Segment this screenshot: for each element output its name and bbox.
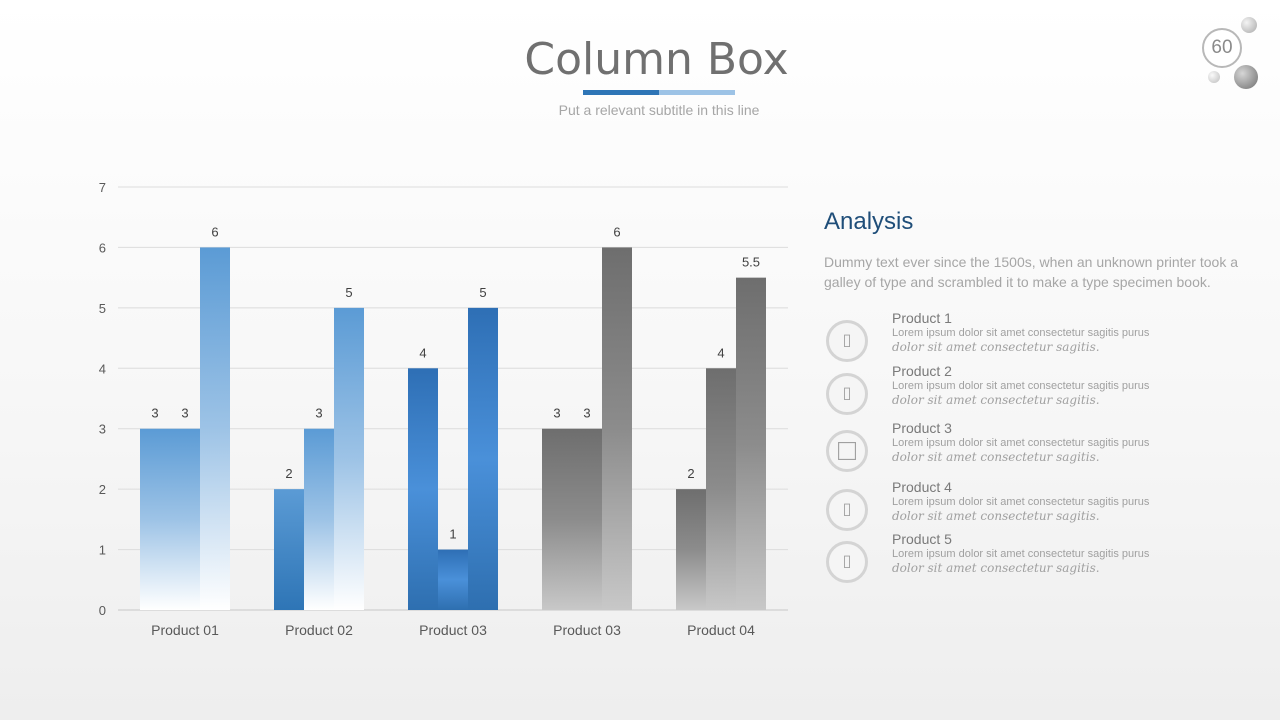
- data-label: 3: [151, 406, 158, 421]
- y-tick-label: 7: [99, 180, 106, 195]
- bar: [438, 549, 468, 610]
- data-label: 3: [181, 406, 188, 421]
- title-underline-light: [659, 90, 735, 95]
- y-tick-label: 6: [99, 240, 106, 255]
- y-axis-ticks: 0 1 2 3 4 5 6 7: [99, 180, 106, 618]
- decor-bubble: [1241, 17, 1257, 33]
- data-label: 4: [717, 345, 724, 360]
- page-number-badge: 60: [1196, 16, 1268, 92]
- product-description: Lorem ipsum dolor sit amet consectetur s…: [892, 327, 1150, 354]
- bar: [170, 428, 200, 610]
- data-label: 1: [449, 527, 456, 542]
- bar: [572, 428, 602, 610]
- product-item: ▯ Product 1 Lorem ipsum dolor sit amet c…: [826, 310, 1246, 372]
- data-label: 3: [583, 406, 590, 421]
- product-name: Product 2: [892, 363, 952, 379]
- data-labels: 3 3 6 2 3 5 4 1 5 3 3 6 2 4 5.5: [151, 224, 760, 541]
- y-tick-label: 3: [99, 422, 106, 437]
- title-underline: [583, 90, 735, 95]
- data-label: 6: [613, 224, 620, 239]
- bar: [274, 489, 304, 610]
- product-description: Lorem ipsum dolor sit amet consectetur s…: [892, 380, 1150, 407]
- page-title: Column Box: [524, 34, 789, 85]
- analysis-heading: Analysis: [824, 208, 914, 235]
- product-name: Product 3: [892, 420, 952, 436]
- data-label: 5: [345, 285, 352, 300]
- x-tick-label: Product 02: [285, 622, 353, 638]
- data-label: 5.5: [742, 255, 760, 270]
- x-tick-label: Product 03: [419, 622, 487, 638]
- placeholder-icon: ▯: [826, 373, 868, 415]
- product-description: Lorem ipsum dolor sit amet consectetur s…: [892, 548, 1150, 575]
- bar: [736, 277, 766, 610]
- product-name: Product 1: [892, 310, 952, 326]
- y-tick-label: 2: [99, 482, 106, 497]
- square-icon: □: [826, 430, 868, 472]
- data-label: 5: [479, 285, 486, 300]
- bar: [408, 368, 438, 610]
- x-tick-label: Product 03: [553, 622, 621, 638]
- page-subtitle: Put a relevant subtitle in this line: [558, 102, 760, 118]
- bar: [706, 368, 736, 610]
- y-tick-label: 4: [99, 361, 106, 376]
- placeholder-icon: ▯: [826, 489, 868, 531]
- data-label: 3: [315, 406, 322, 421]
- bar: [200, 247, 230, 610]
- data-label: 2: [285, 466, 292, 481]
- product-item: ▯ Product 2 Lorem ipsum dolor sit amet c…: [826, 363, 1246, 425]
- title-underline-dark: [583, 90, 659, 95]
- product-item: ▯ Product 4 Lorem ipsum dolor sit amet c…: [826, 479, 1246, 541]
- product-name: Product 4: [892, 479, 952, 495]
- product-description: Lorem ipsum dolor sit amet consectetur s…: [892, 437, 1150, 464]
- bar: [468, 307, 498, 610]
- bar: [602, 247, 632, 610]
- bar: [542, 428, 572, 610]
- product-item: □ Product 3 Lorem ipsum dolor sit amet c…: [826, 420, 1246, 482]
- product-item: ▯ Product 5 Lorem ipsum dolor sit amet c…: [826, 531, 1246, 593]
- chart-bars: [140, 247, 766, 610]
- x-axis-ticks: Product 01 Product 02 Product 03 Product 03…: [151, 622, 755, 638]
- bar: [334, 307, 364, 610]
- x-tick-label: Product 01: [151, 622, 219, 638]
- y-tick-label: 1: [99, 543, 106, 558]
- y-tick-label: 5: [99, 301, 106, 316]
- data-label: 3: [553, 406, 560, 421]
- bar: [304, 428, 334, 610]
- placeholder-icon: ▯: [826, 320, 868, 362]
- product-name: Product 5: [892, 531, 952, 547]
- data-label: 2: [687, 466, 694, 481]
- bar: [676, 489, 706, 610]
- bar: [140, 428, 170, 610]
- analysis-text: Dummy text ever since the 1500s, when an…: [824, 254, 1238, 290]
- page-number: 60: [1202, 28, 1242, 68]
- data-label: 6: [211, 224, 218, 239]
- product-description: Lorem ipsum dolor sit amet consectetur s…: [892, 496, 1150, 523]
- decor-bubble: [1208, 71, 1220, 83]
- placeholder-icon: ▯: [826, 541, 868, 583]
- decor-bubble: [1234, 65, 1258, 89]
- data-label: 4: [419, 345, 426, 360]
- y-tick-label: 0: [99, 603, 106, 618]
- x-tick-label: Product 04: [687, 622, 755, 638]
